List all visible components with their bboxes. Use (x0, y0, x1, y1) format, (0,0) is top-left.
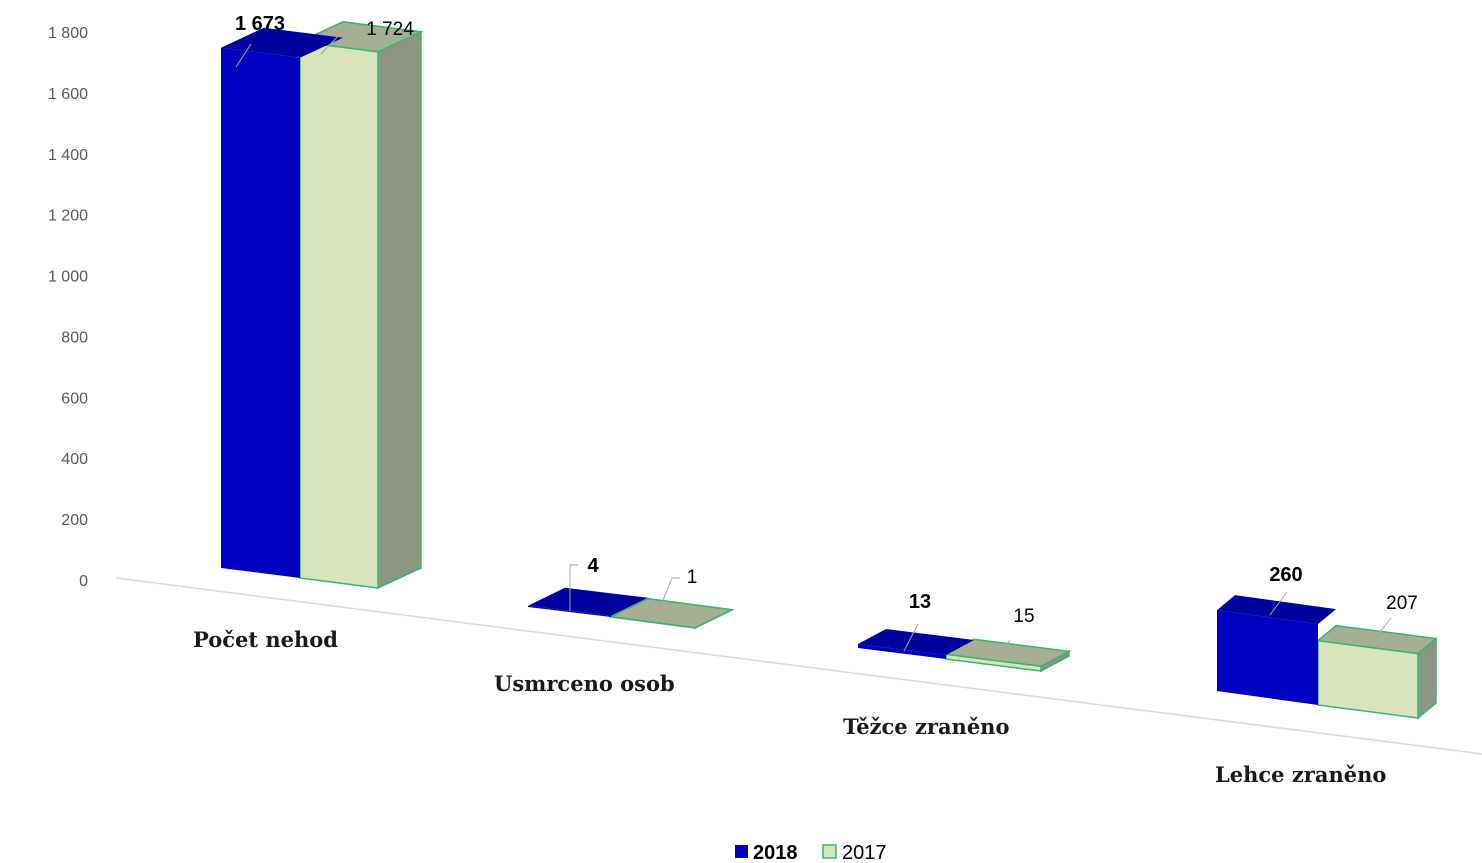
y-tick-label: 200 (61, 512, 88, 529)
y-tick-label: 800 (61, 329, 88, 346)
leader-line-2017 (654, 577, 680, 621)
bar-2018-top (858, 629, 974, 655)
y-tick-label: 1 800 (48, 25, 88, 42)
data-label-2017: 15 (1013, 606, 1034, 627)
legend: 2018 2017 (735, 842, 887, 863)
data-label-2018: 260 (1269, 564, 1302, 586)
data-label-2018: 13 (909, 591, 931, 613)
legend-swatch-2017 (822, 844, 837, 859)
leader-line-2017 (996, 639, 1011, 662)
data-label-2017: 1 (687, 567, 698, 588)
bar-2018-top (1217, 595, 1336, 625)
bar-2017-side (377, 30, 422, 590)
category-label: Lehce zraněno (1215, 762, 1386, 787)
bar-2018-top (221, 27, 343, 58)
leader-line-2018 (569, 564, 578, 611)
leader-line-2018 (235, 43, 252, 68)
data-label-2018: 1 673 (235, 13, 285, 35)
y-tick-label: 1 200 (48, 208, 88, 225)
bar-2017-top (608, 597, 735, 629)
bar-2018 (858, 644, 946, 659)
bar-2017 (299, 40, 379, 589)
category-label: Usmrceno osob (494, 671, 675, 696)
category-label: Těžce zraněno (843, 714, 1009, 739)
y-tick-label: 1 600 (48, 86, 88, 103)
leader-line-2017 (320, 31, 352, 55)
y-tick-label: 0 (79, 573, 88, 590)
y-axis: 0 200 400 600 800 1 000 1 200 1 400 1 600 1 800 (48, 25, 88, 590)
bar-2018 (1217, 610, 1318, 705)
bars (221, 21, 1438, 720)
data-labels: 1 673 1 724 4 1 13 15 260 207 (235, 13, 1418, 627)
bar-2018 (221, 47, 300, 578)
y-tick-label: 600 (61, 390, 88, 407)
data-label-2017: 1 724 (366, 19, 414, 40)
legend-swatch-2018 (735, 845, 748, 858)
leader-line-2018 (1269, 591, 1288, 616)
legend-label-2017: 2017 (842, 842, 887, 863)
data-label-2018: 4 (587, 555, 599, 577)
leader-lines (235, 31, 1392, 662)
category-labels: Počet nehod Usmrceno osob Těžce zraněno Leh… (193, 627, 1386, 787)
leader-line-2017 (1371, 617, 1392, 643)
legend-label-2018: 2018 (753, 842, 798, 863)
category-label: Počet nehod (193, 627, 338, 652)
data-label-2017: 207 (1386, 593, 1418, 614)
y-tick-label: 400 (61, 451, 88, 468)
bar-2018 (528, 605, 611, 617)
floor-line (115, 577, 1482, 755)
bar-2018-top (528, 587, 648, 616)
y-tick-label: 1 000 (48, 269, 88, 286)
y-tick-label: 1 400 (48, 147, 88, 164)
bar-2017-top (1316, 624, 1438, 655)
leader-line-2018 (903, 623, 919, 652)
